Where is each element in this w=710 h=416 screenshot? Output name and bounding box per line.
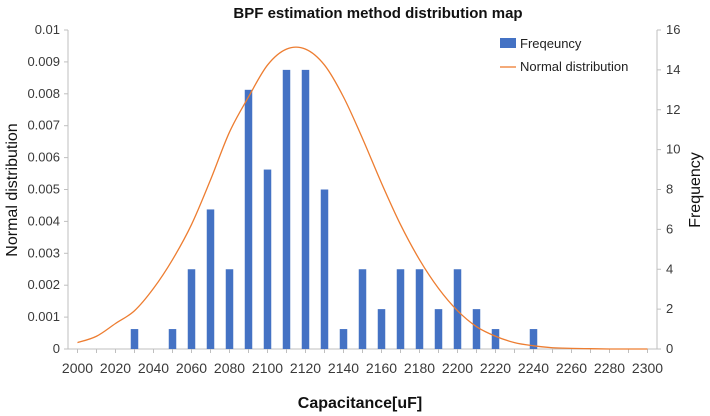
x-tick-label: 2100: [252, 360, 283, 376]
y-left-tick-label: 0.008: [27, 86, 60, 101]
frequency-bar: [320, 189, 329, 349]
y-right-tick-label: 8: [666, 182, 673, 197]
x-axis-label: Capacitance[uF]: [298, 395, 422, 412]
x-tick-label: 2140: [328, 360, 359, 376]
y-left-tick-label: 0.006: [27, 150, 60, 165]
x-tick-label: 2300: [632, 360, 663, 376]
frequency-bar: [415, 269, 424, 349]
frequency-bar: [263, 169, 272, 349]
frequency-bar: [434, 309, 443, 349]
plot-area: 0 0.001 0.002 0.003 0.004 0.005 0.006 0.007 0.00…: [27, 22, 680, 376]
frequency-bar: [225, 269, 234, 349]
y-right-tick-label: 16: [666, 22, 680, 37]
y-axis-left-label: Normal distribution: [4, 123, 21, 256]
y-left-tick-label: 0.005: [27, 182, 60, 197]
y-axis-right-label: Frequency: [687, 152, 704, 228]
legend: Freqeuncy Normal distribution: [500, 36, 628, 74]
frequency-bar: [339, 329, 348, 349]
y-left-tick-label: 0.009: [27, 54, 60, 69]
frequency-bar: [472, 309, 481, 349]
x-tick-label: 2040: [138, 360, 169, 376]
frequency-bar: [206, 209, 215, 349]
x-tick-label: 2180: [404, 360, 435, 376]
legend-normal-label: Normal distribution: [520, 59, 628, 74]
y-right-tick-label: 12: [666, 102, 680, 117]
y-right-tick-label: 0: [666, 341, 673, 356]
x-tick-label: 2160: [366, 360, 397, 376]
frequency-bar: [396, 269, 405, 349]
y-right-tick-label: 6: [666, 221, 673, 236]
x-tick-label: 2220: [480, 360, 511, 376]
frequency-bar: [301, 69, 310, 349]
x-tick-label: 2000: [62, 360, 93, 376]
x-tick-label: 2020: [100, 360, 131, 376]
y-left-tick-label: 0.004: [27, 213, 60, 228]
frequency-bar: [377, 309, 386, 349]
normal-distribution-line: [77, 46, 648, 350]
frequency-bar: [282, 69, 291, 349]
legend-bar-swatch: [500, 38, 516, 48]
y-left-tick-label: 0.007: [27, 118, 60, 133]
y-left-tick-label: 0.003: [27, 245, 60, 260]
frequency-bar: [453, 269, 462, 349]
frequency-bar: [358, 269, 367, 349]
frequency-bar: [244, 89, 253, 349]
legend-frequency-label: Freqeuncy: [520, 36, 582, 51]
x-tick-label: 2240: [518, 360, 549, 376]
x-tick-label: 2120: [290, 360, 321, 376]
x-tick-label: 2060: [176, 360, 207, 376]
frequency-bar: [187, 269, 196, 349]
x-tick-label: 2260: [556, 360, 587, 376]
y-right-tick-label: 4: [666, 261, 673, 276]
chart-title: BPF estimation method distribution map: [233, 5, 522, 22]
frequency-bar: [491, 329, 500, 349]
y-left-tick-label: 0: [53, 341, 60, 356]
x-tick-label: 2080: [214, 360, 245, 376]
y-right-tick-label: 10: [666, 142, 680, 157]
frequency-bar: [168, 329, 177, 349]
frequency-bar: [529, 329, 538, 349]
frequency-bar: [130, 329, 139, 349]
y-right-tick-label: 14: [666, 62, 680, 77]
y-left-tick-label: 0.01: [35, 22, 60, 37]
y-left-tick-label: 0.001: [27, 309, 60, 324]
x-tick-label: 2200: [442, 360, 473, 376]
x-tick-label: 2280: [594, 360, 625, 376]
y-left-tick-label: 0.002: [27, 277, 60, 292]
y-right-tick-label: 2: [666, 301, 673, 316]
